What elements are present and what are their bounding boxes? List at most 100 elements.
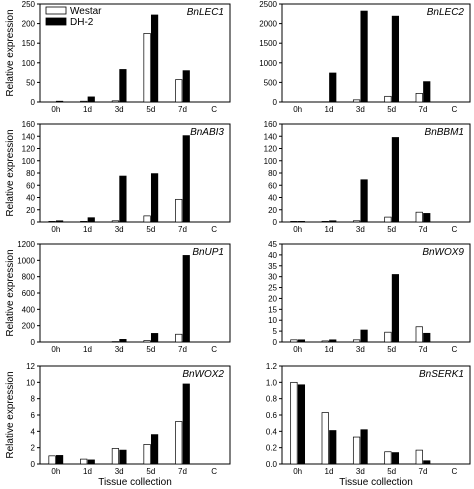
y-tick-label: 0 (31, 338, 36, 347)
bar-westar-3d (353, 221, 360, 222)
x-tick-label: 3d (115, 225, 124, 234)
bar-dh2-7d (183, 384, 190, 464)
y-tick-label: 500 (264, 78, 278, 87)
y-tick-label: 1.0 (266, 378, 278, 387)
bar-dh2-3d (361, 430, 368, 464)
bar-westar-7d (416, 327, 423, 342)
gene-label: BnLEC1 (187, 7, 224, 18)
bar-dh2-0h (298, 340, 305, 342)
x-tick-label: 3d (356, 225, 365, 234)
x-tick-label: C (451, 225, 457, 234)
plot-frame (282, 244, 470, 342)
y-tick-label: 2 (31, 444, 36, 453)
y-tick-label: 0 (31, 218, 36, 227)
y-tick-label: 30 (268, 273, 277, 282)
y-tick-label: 4 (31, 427, 36, 436)
y-tick-label: 0.8 (266, 395, 278, 404)
bar-dh2-0h (56, 455, 63, 464)
panel-bnserk1: 0.0 0.2 0.4 0.6 0.8 1.0 1.2 0h 1d 3d 5d 7d C BnSERK1 T… (266, 362, 470, 488)
gene-label: BnSERK1 (419, 369, 464, 380)
y-tick-label: 0.0 (266, 460, 278, 469)
bar-westar-3d (112, 342, 119, 343)
bar-westar-3d (112, 101, 119, 102)
x-tick-label: 0h (293, 105, 302, 114)
gene-label: BnUP1 (192, 247, 224, 258)
y-tick-label: 1200 (17, 240, 35, 249)
bar-westar-5d (144, 216, 151, 222)
y-tick-label: 250 (22, 0, 36, 9)
y-tick-label: 0.4 (266, 427, 278, 436)
legend-swatch-westar (46, 7, 66, 14)
x-tick-label: 7d (178, 345, 187, 354)
y-tick-label: 25 (268, 284, 277, 293)
bar-dh2-3d (361, 330, 368, 342)
y-tick-label: 5 (273, 327, 278, 336)
bar-dh2-5d (392, 453, 399, 464)
bar-dh2-7d (424, 82, 431, 102)
x-tick-label: 1d (325, 467, 334, 476)
y-axis-label: Relative expression (5, 129, 16, 216)
bar-dh2-3d (361, 180, 368, 222)
bar-dh2-1d (88, 97, 95, 102)
y-tick-label: 60 (26, 181, 35, 190)
bar-dh2-5d (151, 174, 158, 222)
gene-label: BnLEC2 (427, 7, 465, 18)
y-tick-label: 40 (26, 194, 35, 203)
gene-label: BnWOX2 (182, 369, 224, 380)
y-axis-label: Relative expression (5, 9, 16, 96)
y-axis-label: Relative expression (5, 249, 16, 336)
gene-label: BnABI3 (190, 127, 224, 138)
panel-bnup1: 0 200 400 600 800 1000 1200 0h 1d 3d 5d 7d C BnUP1 Rel… (5, 240, 230, 354)
gene-label: BnBBM1 (425, 127, 464, 138)
bar-dh2-7d (183, 136, 190, 222)
plot-frame (40, 4, 230, 102)
y-tick-label: 120 (264, 145, 278, 154)
plot-frame (40, 366, 230, 464)
bar-dh2-5d (151, 435, 158, 464)
x-tick-label: 1d (325, 345, 334, 354)
bar-westar-5d (385, 332, 392, 342)
x-tick-label: 1d (83, 105, 92, 114)
x-tick-label: C (211, 225, 217, 234)
bar-dh2-1d (330, 221, 337, 222)
bar-westar-0h (291, 340, 298, 342)
bar-dh2-3d (361, 11, 368, 102)
x-tick-label: 1d (325, 225, 334, 234)
bar-dh2-0h (298, 221, 305, 222)
y-tick-label: 6 (31, 411, 36, 420)
y-tick-label: 100 (22, 157, 36, 166)
bar-westar-0h (49, 221, 56, 222)
y-tick-label: 100 (22, 59, 36, 68)
y-tick-label: 60 (268, 181, 277, 190)
bar-westar-5d (144, 341, 151, 342)
x-tick-label: 0h (51, 467, 60, 476)
bar-westar-7d (416, 93, 423, 102)
bar-westar-1d (81, 221, 88, 222)
bar-dh2-5d (392, 274, 399, 342)
x-axis-label: Tissue collection (98, 477, 172, 488)
x-tick-label: 0h (293, 467, 302, 476)
y-tick-label: 1.2 (266, 362, 278, 371)
bar-westar-0h (291, 221, 298, 222)
y-tick-label: 160 (22, 120, 36, 129)
bar-westar-5d (144, 444, 151, 464)
bar-westar-7d (176, 199, 183, 222)
bar-dh2-3d (120, 69, 127, 102)
bar-dh2-1d (330, 73, 337, 102)
x-tick-label: 5d (387, 105, 396, 114)
bar-westar-5d (144, 33, 151, 102)
legend-swatch-dh-2 (46, 18, 66, 25)
y-tick-label: 120 (22, 145, 36, 154)
y-tick-label: 400 (22, 305, 36, 314)
y-tick-label: 2500 (259, 0, 277, 9)
y-tick-label: 140 (22, 132, 36, 141)
bar-westar-5d (385, 452, 392, 464)
bar-dh2-3d (120, 450, 127, 464)
x-tick-label: 0h (293, 225, 302, 234)
y-tick-label: 600 (22, 289, 36, 298)
x-tick-label: 5d (146, 345, 155, 354)
y-tick-label: 0 (273, 218, 278, 227)
y-tick-label: 20 (26, 206, 35, 215)
